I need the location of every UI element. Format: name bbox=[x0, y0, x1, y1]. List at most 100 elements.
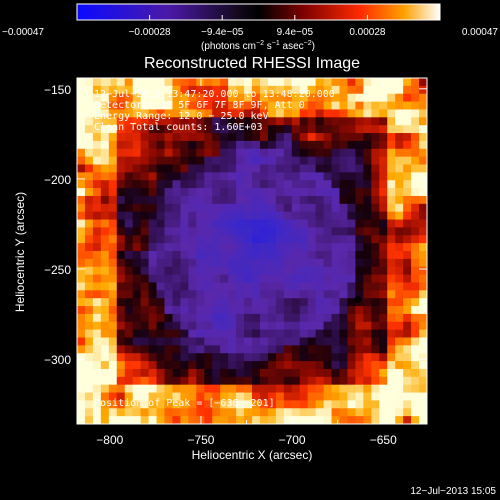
heatmap-cell bbox=[371, 172, 380, 181]
heatmap-cell bbox=[236, 125, 245, 134]
heatmap-cell bbox=[299, 321, 309, 331]
heatmap-cell bbox=[411, 282, 420, 291]
heatmap-cell bbox=[403, 172, 412, 181]
heatmap-cell bbox=[124, 109, 134, 118]
heatmap-cell bbox=[180, 93, 189, 103]
heatmap-cell bbox=[164, 274, 174, 284]
heatmap-cell bbox=[204, 133, 213, 142]
heatmap-cell bbox=[291, 266, 301, 276]
heatmap-cell bbox=[84, 188, 94, 197]
heatmap-cell bbox=[307, 298, 317, 307]
heatmap-cell bbox=[228, 93, 237, 103]
heatmap-cell bbox=[124, 133, 134, 142]
heatmap-cell bbox=[228, 266, 237, 276]
heatmap-cell bbox=[315, 321, 325, 331]
heatmap-cell bbox=[100, 109, 110, 118]
heatmap-cell bbox=[172, 290, 182, 299]
heatmap-cell bbox=[164, 93, 174, 103]
heatmap-cell bbox=[164, 243, 174, 252]
heatmap-cell bbox=[411, 188, 420, 197]
heatmap-cell bbox=[100, 251, 110, 260]
heatmap-cell bbox=[148, 258, 158, 268]
heatmap-cell bbox=[267, 164, 277, 173]
heatmap-cell bbox=[339, 211, 349, 221]
heatmap-cell bbox=[275, 274, 285, 284]
heatmap-cell bbox=[339, 195, 349, 205]
heatmap-cell bbox=[347, 392, 357, 402]
heatmap-cell bbox=[180, 180, 189, 189]
heatmap-cell bbox=[395, 180, 404, 189]
heatmap-cell bbox=[331, 321, 341, 331]
heatmap-cell bbox=[188, 353, 197, 362]
heatmap-cell bbox=[188, 376, 197, 386]
colorbar-tick-label: 0.00047 bbox=[462, 27, 499, 38]
heatmap-cell bbox=[236, 392, 245, 402]
heatmap-cell bbox=[299, 133, 309, 142]
heatmap-cell bbox=[259, 172, 269, 181]
heatmap-cell bbox=[132, 125, 142, 134]
heatmap-cell bbox=[347, 235, 357, 244]
heatmap-cell bbox=[196, 148, 205, 158]
heatmap-cell bbox=[228, 337, 237, 346]
heatmap-cell bbox=[188, 329, 197, 339]
heatmap-cell bbox=[220, 282, 229, 291]
heatmap-cell bbox=[379, 156, 388, 166]
heatmap-cell bbox=[140, 266, 150, 276]
heatmap-cell bbox=[259, 93, 269, 103]
heatmap-cell bbox=[347, 85, 357, 95]
heatmap-cell bbox=[363, 408, 372, 417]
heatmap-cell bbox=[180, 376, 189, 386]
heatmap-cell bbox=[236, 93, 245, 103]
heatmap-cell bbox=[77, 345, 86, 354]
colorbar-tick-label: 0.00028 bbox=[349, 27, 386, 38]
heatmap-cell bbox=[100, 172, 110, 181]
heatmap-cell bbox=[419, 321, 427, 331]
heatmap-cell bbox=[379, 219, 388, 229]
heatmap-cell bbox=[220, 384, 229, 394]
heatmap-cell bbox=[267, 188, 277, 197]
heatmap-cell bbox=[84, 101, 94, 111]
heatmap-cell bbox=[77, 258, 86, 268]
x-tick-label: −650 bbox=[370, 433, 397, 447]
heatmap-cell bbox=[180, 337, 189, 346]
heatmap-cell bbox=[188, 313, 197, 323]
heatmap-cell bbox=[196, 140, 205, 150]
heatmap-cell bbox=[347, 376, 357, 386]
heatmap-cell bbox=[124, 251, 134, 260]
heatmap-cell bbox=[180, 282, 189, 291]
heatmap-cell bbox=[164, 361, 174, 370]
heatmap-cell bbox=[291, 219, 301, 229]
heatmap-cell bbox=[172, 416, 182, 424]
heatmap-cell bbox=[132, 243, 142, 252]
heatmap-cell bbox=[323, 313, 333, 323]
heatmap-cell bbox=[267, 117, 277, 126]
heatmap-cell bbox=[419, 361, 427, 370]
heatmap-cell bbox=[411, 392, 420, 402]
heatmap-cell bbox=[148, 313, 158, 323]
heatmap-cell bbox=[244, 290, 253, 299]
heatmap-cell bbox=[395, 211, 404, 221]
heatmap-cell bbox=[252, 180, 261, 189]
heatmap-cell bbox=[132, 368, 142, 378]
heatmap-cell bbox=[196, 188, 205, 197]
heatmap-cell bbox=[180, 266, 189, 276]
heatmap-cell bbox=[244, 148, 253, 158]
heatmap-cell bbox=[244, 251, 253, 260]
heatmap-cell bbox=[84, 408, 94, 417]
heatmap-cell bbox=[363, 274, 372, 284]
heatmap-cell bbox=[108, 361, 118, 370]
heatmap-cell bbox=[156, 376, 166, 386]
heatmap-cell bbox=[196, 361, 205, 370]
heatmap-cell bbox=[100, 392, 110, 402]
heatmap-cell bbox=[283, 156, 293, 166]
heatmap-cell bbox=[148, 93, 158, 103]
heatmap-cell bbox=[299, 416, 309, 424]
heatmap-cell bbox=[220, 140, 229, 150]
heatmap-cell bbox=[395, 290, 404, 299]
heatmap-cell bbox=[140, 368, 150, 378]
heatmap-cell bbox=[419, 376, 427, 386]
heatmap-cell bbox=[371, 195, 380, 205]
heatmap-cell bbox=[132, 274, 142, 284]
heatmap-cell bbox=[291, 172, 301, 181]
heatmap-cell bbox=[236, 172, 245, 181]
